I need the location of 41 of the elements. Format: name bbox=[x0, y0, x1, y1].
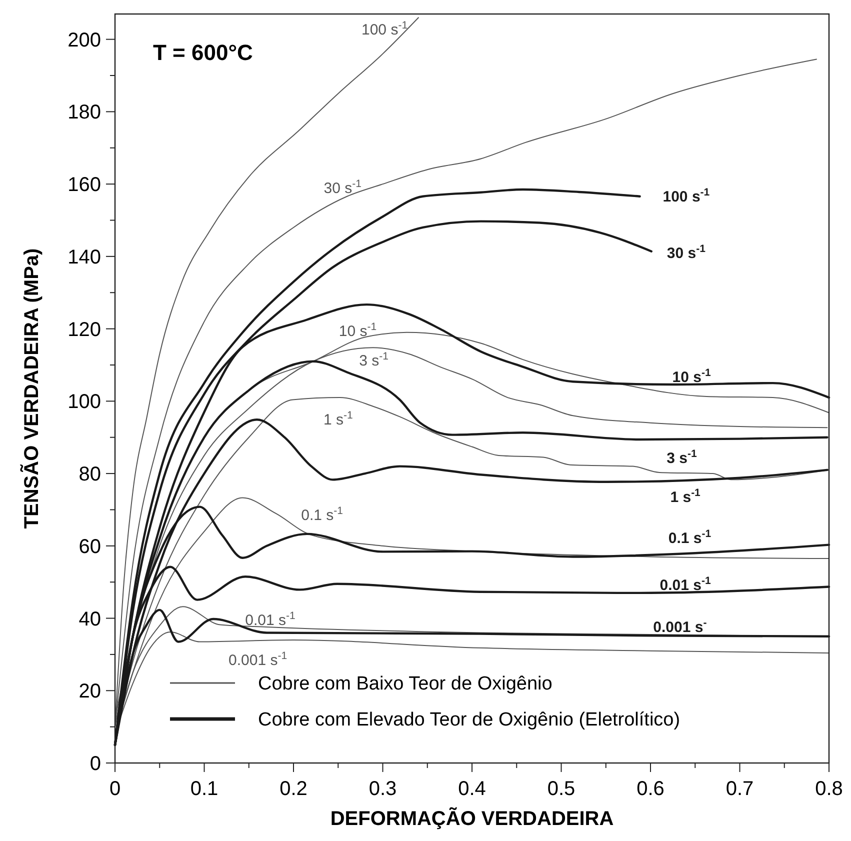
y-tick-label: 20 bbox=[78, 680, 101, 703]
y-tick-label: 100 bbox=[68, 391, 101, 414]
x-tick-label: 0.4 bbox=[458, 778, 486, 800]
x-tick-label: 0.1 bbox=[190, 778, 218, 800]
series-label: 1 s$^{-1}$ bbox=[670, 486, 701, 506]
annotation: T = 600°C bbox=[153, 40, 254, 65]
series-label: 3 s$^{-1}$ bbox=[666, 448, 697, 467]
x-tick-label: 0.7 bbox=[726, 778, 754, 800]
x-tick-label: 0.8 bbox=[815, 778, 843, 800]
series-label: 0.01 s$^{-1}$ bbox=[245, 610, 296, 629]
series-label: 30 s$^{-1}$ bbox=[324, 178, 362, 197]
x-axis-title: DEFORMAÇÃO VERDADEIRA bbox=[330, 807, 614, 830]
y-tick-label: 120 bbox=[68, 318, 101, 341]
series-label: 0.1 s$^{-1}$ bbox=[301, 505, 344, 524]
x-tick-label: 0.5 bbox=[547, 778, 576, 800]
series-label: 0.01 s$^{-1}$ bbox=[660, 575, 711, 594]
series-label: 30 s$^{-1}$ bbox=[666, 243, 706, 262]
y-axis-title: TENSÃO VERDADEIRA (MPa) bbox=[20, 248, 43, 529]
x-tick-label: 0.6 bbox=[636, 778, 664, 800]
series-label: 0.001 s$^{-}$ bbox=[653, 617, 708, 636]
x-tick-label: 0 bbox=[109, 778, 121, 800]
series-label: 100 s$^{-1}$ bbox=[362, 19, 408, 38]
series-label: 10 s$^{-1}$ bbox=[338, 320, 377, 340]
x-tick-label: 0.2 bbox=[280, 778, 308, 800]
y-tick-label: 0 bbox=[90, 753, 101, 775]
y-tick-label: 200 bbox=[68, 29, 101, 52]
annotation: Cobre com Baixo Teor de Oxigênio bbox=[258, 674, 552, 695]
y-tick-label: 180 bbox=[68, 102, 101, 124]
series-label: 0.001 s$^{-1}$ bbox=[228, 650, 288, 670]
y-tick-label: 40 bbox=[78, 608, 101, 630]
series-label: 1 s$^{-1}$ bbox=[323, 410, 353, 429]
series-label: 100 s$^{-1}$ bbox=[662, 186, 710, 206]
y-tick-label: 140 bbox=[68, 246, 101, 268]
series-label: 3 s$^{-1}$ bbox=[359, 350, 389, 370]
y-tick-label: 80 bbox=[78, 464, 101, 486]
series-label: 10 s$^{-1}$ bbox=[672, 366, 711, 386]
y-tick-label: 60 bbox=[78, 536, 101, 558]
series-label: 0.1 s$^{-1}$ bbox=[668, 528, 712, 548]
annotation: Cobre com Elevado Teor de Oxigênio (Eletrolítico) bbox=[258, 710, 680, 731]
y-tick-label: 160 bbox=[68, 174, 101, 196]
x-tick-label: 0.3 bbox=[368, 778, 397, 800]
